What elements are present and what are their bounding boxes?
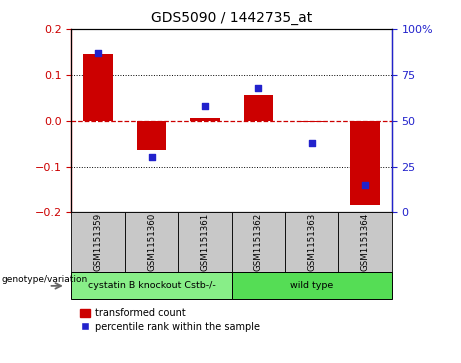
Bar	[190, 118, 219, 121]
Text: GSM1151362: GSM1151362	[254, 213, 263, 272]
Bar	[83, 54, 113, 121]
Title: GDS5090 / 1442735_at: GDS5090 / 1442735_at	[151, 11, 312, 25]
Point	[95, 50, 102, 56]
Text: GSM1151361: GSM1151361	[201, 213, 209, 272]
Point	[201, 103, 209, 109]
Bar	[125, 212, 178, 272]
Bar	[350, 121, 380, 205]
Bar	[137, 121, 166, 151]
Text: GSM1151360: GSM1151360	[147, 213, 156, 272]
Point	[361, 182, 369, 188]
Point	[254, 85, 262, 91]
Bar	[71, 272, 231, 299]
Text: GSM1151359: GSM1151359	[94, 213, 103, 272]
Text: wild type: wild type	[290, 281, 333, 290]
Text: cystatin B knockout Cstb-/-: cystatin B knockout Cstb-/-	[88, 281, 215, 290]
Bar	[71, 212, 125, 272]
Point	[308, 140, 315, 146]
Bar	[297, 121, 326, 122]
Bar	[178, 212, 231, 272]
Legend: transformed count, percentile rank within the sample: transformed count, percentile rank withi…	[77, 304, 264, 336]
Bar	[285, 212, 338, 272]
Bar	[231, 272, 392, 299]
Point	[148, 155, 155, 160]
Bar	[338, 212, 392, 272]
Bar	[231, 212, 285, 272]
Text: GSM1151363: GSM1151363	[307, 213, 316, 272]
Text: genotype/variation: genotype/variation	[1, 276, 88, 284]
Bar	[244, 95, 273, 121]
Text: GSM1151364: GSM1151364	[361, 213, 370, 272]
